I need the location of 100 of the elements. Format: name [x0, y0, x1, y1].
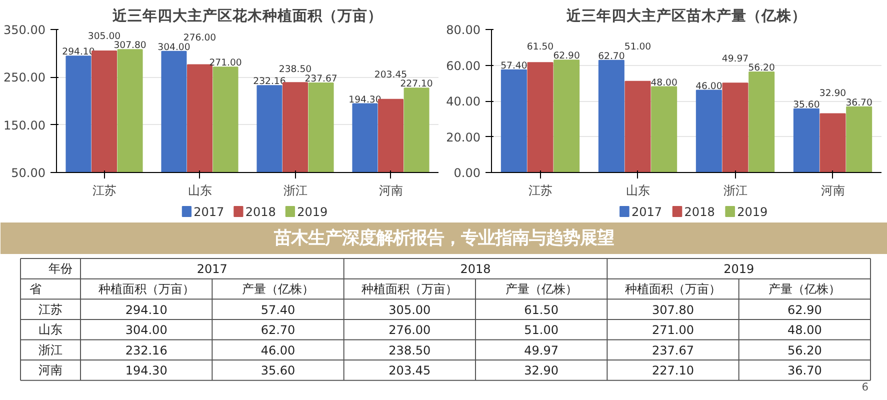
- x-tick-label: 山东: [188, 184, 212, 198]
- category-label: 山东: [38, 322, 62, 337]
- bar: [793, 108, 820, 172]
- text: 苗木生产深度解析报告，专业指南与趋势展望: [273, 228, 614, 248]
- text: 194.30: [125, 364, 168, 378]
- data-label: 48.00: [650, 77, 678, 88]
- text: 271.00: [652, 323, 694, 338]
- data-label: 61.50: [526, 41, 554, 52]
- bar: [820, 113, 846, 172]
- x-tick-label: 河南: [378, 184, 403, 198]
- bar: [598, 60, 624, 172]
- bar: [696, 90, 722, 172]
- data-label: 32.90: [819, 88, 846, 100]
- text: 种植面积（万亩）: [625, 282, 721, 296]
- text: 227.10: [652, 364, 694, 378]
- legend-label: 2017: [631, 205, 662, 219]
- text: 36.70: [787, 364, 822, 378]
- text: 49.97: [524, 343, 559, 358]
- text: 62.90: [787, 302, 822, 317]
- text: 276.00: [388, 323, 431, 338]
- data-label: 56.20: [748, 62, 775, 74]
- data-label: 49.97: [722, 53, 749, 64]
- y-tick-label: 150.00: [4, 118, 46, 132]
- x-tick-label: 河南: [820, 184, 845, 198]
- data-label: 238.50: [278, 64, 312, 75]
- data-label: 36.70: [846, 97, 872, 108]
- y-tick-label: 80.00: [446, 23, 481, 37]
- text: 238.50: [388, 343, 431, 358]
- data-label: 271.00: [209, 58, 242, 69]
- text: 6: [862, 380, 869, 394]
- x-tick-label: 山东: [626, 184, 650, 198]
- text: 304.00: [125, 323, 168, 338]
- legend-label: 2019: [297, 205, 328, 219]
- data-label: 276.00: [183, 32, 216, 44]
- data-label: 305.00: [88, 30, 121, 42]
- category-label: 浙江: [38, 342, 62, 357]
- data-label: 232.16: [253, 76, 286, 88]
- text: 种植面积（万亩）: [98, 282, 194, 296]
- data-label: 307.80: [114, 40, 146, 52]
- data-label: 62.70: [598, 50, 625, 62]
- data-label: 46.00: [696, 80, 722, 92]
- data-label: 304.00: [158, 42, 190, 53]
- bar: [554, 60, 580, 172]
- legend-label: 2018: [684, 205, 715, 219]
- text: 232.16: [125, 343, 168, 358]
- bar: [527, 62, 554, 172]
- y-tick-label: 350.00: [4, 23, 46, 37]
- y-tick-label: 40.00: [446, 94, 481, 108]
- chart-title: 近三年四大主产区花木种植面积（万亩）: [112, 6, 382, 24]
- text: 省: [30, 282, 42, 296]
- category-label: 河南: [38, 363, 62, 378]
- bar: [500, 69, 527, 172]
- text: 年份: [48, 262, 72, 276]
- bar: [748, 72, 775, 172]
- x-tick-label: 浙江: [723, 184, 748, 198]
- text: 2018: [460, 262, 491, 276]
- text: 产量（亿株）: [768, 282, 841, 296]
- text: 种植面积（万亩）: [362, 282, 458, 296]
- text: 61.50: [524, 302, 559, 317]
- bar: [624, 80, 651, 172]
- legend-label: 2017: [194, 205, 224, 219]
- y-tick-label: 60.00: [446, 58, 481, 73]
- data-label: 62.90: [553, 50, 580, 62]
- bar: [846, 106, 872, 172]
- data-label: 35.60: [793, 99, 820, 110]
- text: 294.10: [125, 302, 168, 317]
- x-tick-label: 江苏: [528, 184, 552, 198]
- text: 46.00: [260, 343, 296, 358]
- text: 2019: [724, 262, 754, 276]
- bar: [722, 82, 748, 172]
- legend-label: 2018: [245, 205, 276, 219]
- text: 305.00: [388, 302, 431, 317]
- text: 48.00: [787, 323, 822, 338]
- legend-label: 2019: [737, 205, 768, 219]
- data-label: 227.10: [400, 78, 433, 90]
- text: 32.90: [524, 364, 559, 378]
- category-label: 江苏: [38, 302, 62, 316]
- bar: [651, 86, 678, 172]
- text: 57.40: [260, 302, 296, 317]
- data-label: 237.67: [304, 74, 338, 85]
- y-tick-label: 0.00: [454, 166, 480, 180]
- text: 203.45: [388, 364, 431, 378]
- text: 56.20: [787, 343, 822, 358]
- data-label: 203.45: [374, 69, 408, 80]
- text: 产量（亿株）: [242, 282, 314, 296]
- x-tick-label: 江苏: [92, 184, 116, 198]
- data-label: 51.00: [624, 42, 652, 53]
- text: 237.67: [652, 343, 694, 358]
- text: 307.80: [652, 302, 694, 317]
- x-tick-label: 浙江: [283, 184, 308, 198]
- data-label: 57.40: [500, 60, 528, 72]
- chart-title: 近三年四大主产区苗木产量（亿株）: [566, 6, 806, 24]
- y-tick-label: 250.00: [4, 70, 46, 85]
- text: 产量（亿株）: [505, 282, 578, 296]
- text: 62.70: [260, 323, 296, 338]
- y-tick-label: 50.00: [11, 166, 46, 180]
- text: 51.00: [524, 323, 559, 338]
- y-tick-label: 20.00: [446, 130, 481, 144]
- text: 2017: [196, 262, 228, 276]
- text: 35.60: [260, 364, 296, 378]
